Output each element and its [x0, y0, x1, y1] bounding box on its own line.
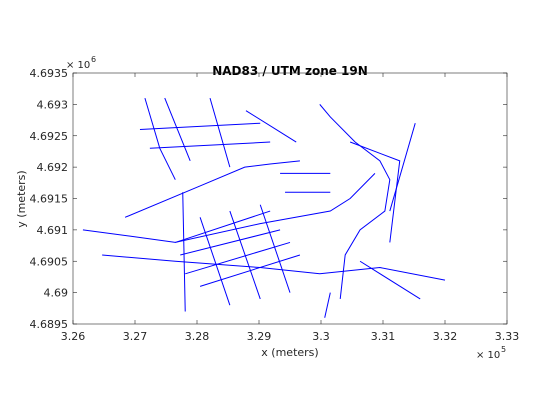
road — [185, 241, 291, 275]
x-tick-label: 3.29 — [247, 330, 272, 343]
y-tick-label: 4.6935 — [30, 67, 69, 80]
road — [149, 141, 271, 149]
road — [259, 204, 291, 293]
x-exponent-base: × 10 — [476, 350, 500, 361]
road — [389, 123, 416, 212]
road — [124, 160, 300, 218]
road — [349, 141, 401, 243]
x-axis-label: x (meters) — [261, 346, 318, 359]
x-tick-label: 3.26 — [61, 330, 86, 343]
road — [324, 292, 331, 318]
road — [82, 173, 376, 243]
y-tick-label: 4.6905 — [30, 255, 69, 268]
road — [180, 229, 281, 256]
road — [245, 110, 297, 143]
y-exponent-base: × 10 — [66, 60, 90, 71]
y-tick-label: 4.6925 — [30, 130, 69, 143]
x-exponent-power: 5 — [501, 345, 506, 354]
x-tick-label: 3.32 — [433, 330, 458, 343]
x-tick-label: 3.27 — [123, 330, 148, 343]
road — [359, 260, 421, 300]
chart-title: NAD83 / UTM zone 19N — [212, 64, 368, 78]
x-tick-label: 3.33 — [495, 330, 520, 343]
road — [209, 97, 231, 168]
y-tick-label: 4.692 — [37, 161, 69, 174]
y-tick-label: 4.691 — [37, 224, 69, 237]
road — [139, 122, 261, 130]
road — [144, 97, 176, 180]
y-tick-label: 4.6895 — [30, 318, 69, 331]
x-tick-label: 3.3 — [312, 330, 330, 343]
x-tick-label: 3.28 — [185, 330, 210, 343]
y-tick-label: 4.693 — [37, 98, 69, 111]
y-axis-label: y (meters) — [15, 170, 28, 227]
road — [102, 254, 446, 281]
road — [175, 210, 271, 243]
y-exponent-power: 6 — [91, 55, 96, 64]
road — [182, 192, 186, 312]
y-tick-label: 4.6915 — [30, 193, 69, 206]
x-tick-label: 3.31 — [371, 330, 396, 343]
y-tick-label: 4.69 — [44, 287, 69, 300]
road — [164, 97, 191, 162]
road — [199, 217, 231, 306]
road — [229, 210, 261, 300]
road — [319, 104, 391, 299]
